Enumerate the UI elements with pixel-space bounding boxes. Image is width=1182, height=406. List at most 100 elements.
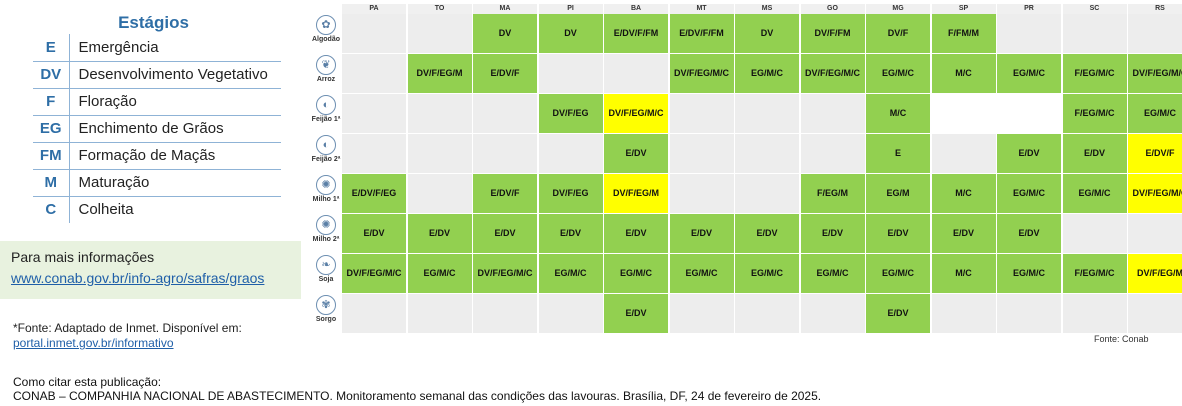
info-link[interactable]: www.conab.gov.br/info-agro/safras/graos <box>11 270 265 286</box>
stage-cell: EG/M/C <box>735 254 799 293</box>
stage-cell: EG/M/C <box>669 254 734 293</box>
stage-cell <box>800 94 865 133</box>
crop-name: Feijão 1ª <box>311 116 341 123</box>
crop-row: ✺ Milho 2ª E/DV E/DV E/DV E/DV E/DV E/DV E/DV E/D… <box>306 214 1182 253</box>
stage-cell: E/DV/F <box>473 54 537 93</box>
stage-cell: E/DV <box>604 134 668 173</box>
rice-icon: ❦ <box>316 55 336 75</box>
stage-cell <box>342 94 406 133</box>
stage-cell <box>538 54 603 93</box>
stage-cell: EG/M/C <box>735 54 799 93</box>
stage-cell: M/C <box>931 174 996 213</box>
legend-code: FM <box>33 142 70 170</box>
state-header: MS <box>735 4 799 14</box>
stage-cell <box>407 94 472 133</box>
crop-label: ❦ Arroz <box>308 54 344 93</box>
stage-cell <box>1128 14 1182 53</box>
stage-cell <box>800 134 865 173</box>
stage-cell: E/DV <box>866 214 930 253</box>
stage-cell: M/C <box>931 254 996 293</box>
crop-name: Feijão 2ª <box>311 156 341 163</box>
stage-cell: EG/M/C <box>604 254 668 293</box>
stage-cell: EG/M <box>866 174 930 213</box>
stage-cell <box>735 134 799 173</box>
stage-cell <box>997 294 1061 333</box>
stage-cell <box>997 94 1061 133</box>
info-title: Para mais informações <box>11 249 155 265</box>
legend-code: M <box>33 169 70 197</box>
stage-cell: EG/M/C <box>997 174 1061 213</box>
stage-cell: DV <box>735 14 799 53</box>
state-header: PI <box>538 4 603 14</box>
legend-row: DV Desenvolvimento Vegetativo <box>33 61 281 89</box>
stage-cell: EG/M/C <box>866 254 930 293</box>
legend-name: Desenvolvimento Vegetativo <box>69 61 281 89</box>
legend-code: C <box>33 196 70 223</box>
legend-row: EG Enchimento de Grãos <box>33 115 281 143</box>
stage-cell <box>538 134 603 173</box>
crop-name: Sorgo <box>315 316 337 323</box>
crop-name: Algodão <box>312 36 340 43</box>
stage-cell: M/C <box>866 94 930 133</box>
legend-table: E Emergência DV Desenvolvimento Vegetativo F… <box>33 34 281 223</box>
state-header: MG <box>866 4 930 14</box>
state-header: GO <box>800 4 865 14</box>
stage-cell <box>407 134 472 173</box>
crop-row: ✿ Algodão DV DV E/DV/F/FM E/DV/F/FM DV DV/F/FM D… <box>306 14 1182 53</box>
stage-cell <box>342 54 406 93</box>
legend-row: M Maturação <box>33 169 281 197</box>
stage-cell <box>735 294 799 333</box>
stage-cell <box>931 134 996 173</box>
stage-cell <box>1128 214 1182 253</box>
crop-label: ✿ Algodão <box>308 14 344 53</box>
stage-cell: DV/F/EG/M <box>1128 254 1182 293</box>
info-box: Para mais informações www.conab.gov.br/i… <box>0 241 301 299</box>
stage-cell <box>473 94 537 133</box>
legend-name: Formação de Maçãs <box>69 142 281 170</box>
stage-cell: E/DV/F <box>1128 134 1182 173</box>
citation-text: CONAB – COMPANHIA NACIONAL DE ABASTECIME… <box>13 389 822 403</box>
stage-cell: EG/M/C <box>997 54 1061 93</box>
legend-title: Estágios <box>118 13 189 32</box>
corn-icon: ✺ <box>316 175 336 195</box>
citation: Como citar esta publicação: CONAB – COMP… <box>13 375 821 403</box>
corn-icon: ✺ <box>316 215 336 235</box>
soy-icon: ❧ <box>316 255 336 275</box>
source-note-link[interactable]: portal.inmet.gov.br/informativo <box>13 336 174 350</box>
crop-row: ✾ Sorgo E/DV E/DV <box>306 294 1182 333</box>
crop-label: ❧ Soja <box>308 254 344 293</box>
stage-cell <box>997 14 1061 53</box>
legend-row: E Emergência <box>33 34 281 62</box>
state-header: SP <box>931 4 996 14</box>
crop-label: ✺ Milho 1ª <box>308 174 344 213</box>
source-note: *Fonte: Adaptado de Inmet. Disponível em… <box>13 321 242 351</box>
legend-row: F Floração <box>33 88 281 116</box>
stage-cell: EG/M/C <box>1062 174 1127 213</box>
stage-cell: E/DV <box>342 214 406 253</box>
legend-code: EG <box>33 115 70 143</box>
stage-cell: DV/F/EG/M/C <box>669 54 734 93</box>
stage-cell: E/DV/F <box>473 174 537 213</box>
stage-cell: DV/F/EG/M/C <box>800 54 865 93</box>
stage-cell: DV/F/EG/M/C <box>473 254 537 293</box>
stage-cell: E/DV <box>735 214 799 253</box>
stage-cell: F/FM/M <box>931 14 996 53</box>
stage-cell: F/EG/M/C <box>1062 94 1127 133</box>
crop-row: ❦ Arroz DV/F/EG/M E/DV/F DV/F/EG/M/C EG/M/C DV… <box>306 54 1182 93</box>
legend-row: FM Formação de Maçãs <box>33 142 281 170</box>
crop-name: Arroz <box>316 76 336 83</box>
stage-cell <box>931 294 996 333</box>
stage-cell: EG/M/C <box>997 254 1061 293</box>
stage-cell: E/DV <box>604 214 668 253</box>
stage-cell: DV/F/EG/M/C <box>342 254 406 293</box>
stage-cell: E/DV <box>997 134 1061 173</box>
stage-cell: DV/F/EG/M <box>407 54 472 93</box>
stage-cell <box>735 94 799 133</box>
stage-cell: DV/F/FM <box>800 14 865 53</box>
legend-name: Maturação <box>69 169 281 197</box>
stage-cell: EG/M/C <box>866 54 930 93</box>
stage-cell: E/DV <box>538 214 603 253</box>
stage-cell <box>473 134 537 173</box>
citation-label: Como citar esta publicação: <box>13 375 162 389</box>
stage-cell: DV/F/EG/M/C <box>1128 174 1182 213</box>
